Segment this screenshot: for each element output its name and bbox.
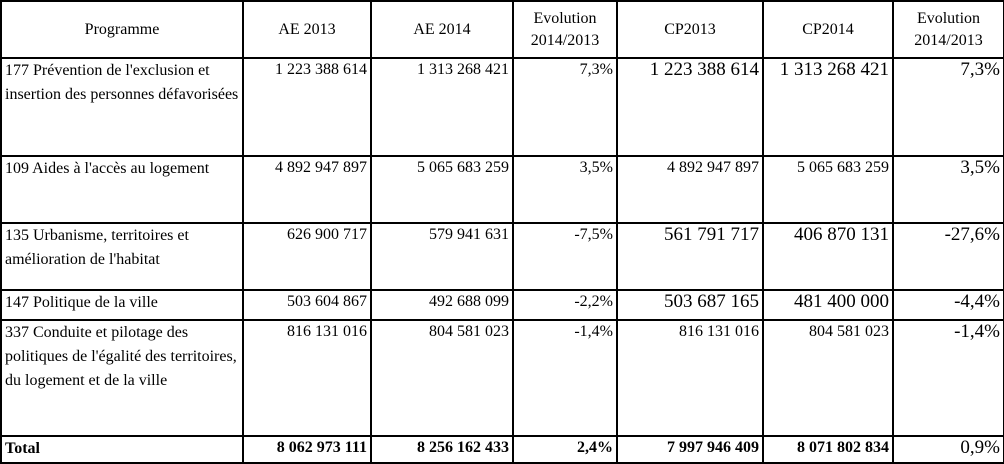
evolution-ae-cell: -1,4% xyxy=(512,319,618,437)
table-row: 177 Prévention de l'exclusion et inserti… xyxy=(0,57,1004,157)
header-ae2013: AE 2013 xyxy=(242,0,372,59)
ae2014-cell: 579 941 631 xyxy=(370,222,514,291)
header-row: Programme AE 2013 AE 2014 Evolution 2014… xyxy=(0,0,1004,59)
ae2013-cell: 1 223 388 614 xyxy=(242,57,372,157)
ae2013-cell: 626 900 717 xyxy=(242,222,372,291)
total-row: Total 8 062 973 111 8 256 162 433 2,4% 7… xyxy=(0,435,1004,464)
evolution-cp-cell: 3,5% xyxy=(892,155,1004,224)
total-cp2013: 7 997 946 409 xyxy=(616,435,764,464)
evolution-cp-cell: 7,3% xyxy=(892,57,1004,157)
table-row: 337 Conduite et pilotage des politiques … xyxy=(0,319,1004,437)
total-evolution-ae: 2,4% xyxy=(512,435,618,464)
evolution-cp-cell: -1,4% xyxy=(892,319,1004,437)
ae2013-cell: 503 604 867 xyxy=(242,289,372,321)
total-label: Total xyxy=(0,435,244,464)
programme-cell: 135 Urbanisme, territoires et améliorati… xyxy=(0,222,244,291)
cp2013-cell: 503 687 165 xyxy=(616,289,764,321)
total-ae2014: 8 256 162 433 xyxy=(370,435,514,464)
evolution-ae-cell: 7,3% xyxy=(512,57,618,157)
ae2014-cell: 1 313 268 421 xyxy=(370,57,514,157)
header-programme: Programme xyxy=(0,0,244,59)
ae2013-cell: 4 892 947 897 xyxy=(242,155,372,224)
cp2014-cell: 481 400 000 xyxy=(762,289,894,321)
header-evolution-cp: Evolution 2014/2013 xyxy=(892,0,1004,59)
total-evolution-cp: 0,9% xyxy=(892,435,1004,464)
programme-cell: 177 Prévention de l'exclusion et inserti… xyxy=(0,57,244,157)
programme-cell: 337 Conduite et pilotage des politiques … xyxy=(0,319,244,437)
header-evolution-ae: Evolution 2014/2013 xyxy=(512,0,618,59)
header-cp2014: CP2014 xyxy=(762,0,894,59)
header-ae2014: AE 2014 xyxy=(370,0,514,59)
ae2013-cell: 816 131 016 xyxy=(242,319,372,437)
evolution-cp-cell: -27,6% xyxy=(892,222,1004,291)
ae2014-cell: 804 581 023 xyxy=(370,319,514,437)
cp2014-cell: 406 870 131 xyxy=(762,222,894,291)
table-row: 109 Aides à l'accès au logement 4 892 94… xyxy=(0,155,1004,224)
cp2013-cell: 1 223 388 614 xyxy=(616,57,764,157)
cp2013-cell: 816 131 016 xyxy=(616,319,764,437)
programme-cell: 147 Politique de la ville xyxy=(0,289,244,321)
programme-cell: 109 Aides à l'accès au logement xyxy=(0,155,244,224)
evolution-cp-cell: -4,4% xyxy=(892,289,1004,321)
cp2014-cell: 804 581 023 xyxy=(762,319,894,437)
ae2014-cell: 492 688 099 xyxy=(370,289,514,321)
ae2014-cell: 5 065 683 259 xyxy=(370,155,514,224)
evolution-ae-cell: 3,5% xyxy=(512,155,618,224)
cp2014-cell: 5 065 683 259 xyxy=(762,155,894,224)
table-row: 135 Urbanisme, territoires et améliorati… xyxy=(0,222,1004,291)
evolution-ae-cell: -2,2% xyxy=(512,289,618,321)
header-cp2013: CP2013 xyxy=(616,0,764,59)
cp2013-cell: 561 791 717 xyxy=(616,222,764,291)
cp2014-cell: 1 313 268 421 xyxy=(762,57,894,157)
total-ae2013: 8 062 973 111 xyxy=(242,435,372,464)
evolution-ae-cell: -7,5% xyxy=(512,222,618,291)
total-cp2014: 8 071 802 834 xyxy=(762,435,894,464)
cp2013-cell: 4 892 947 897 xyxy=(616,155,764,224)
table-row: 147 Politique de la ville 503 604 867 49… xyxy=(0,289,1004,321)
